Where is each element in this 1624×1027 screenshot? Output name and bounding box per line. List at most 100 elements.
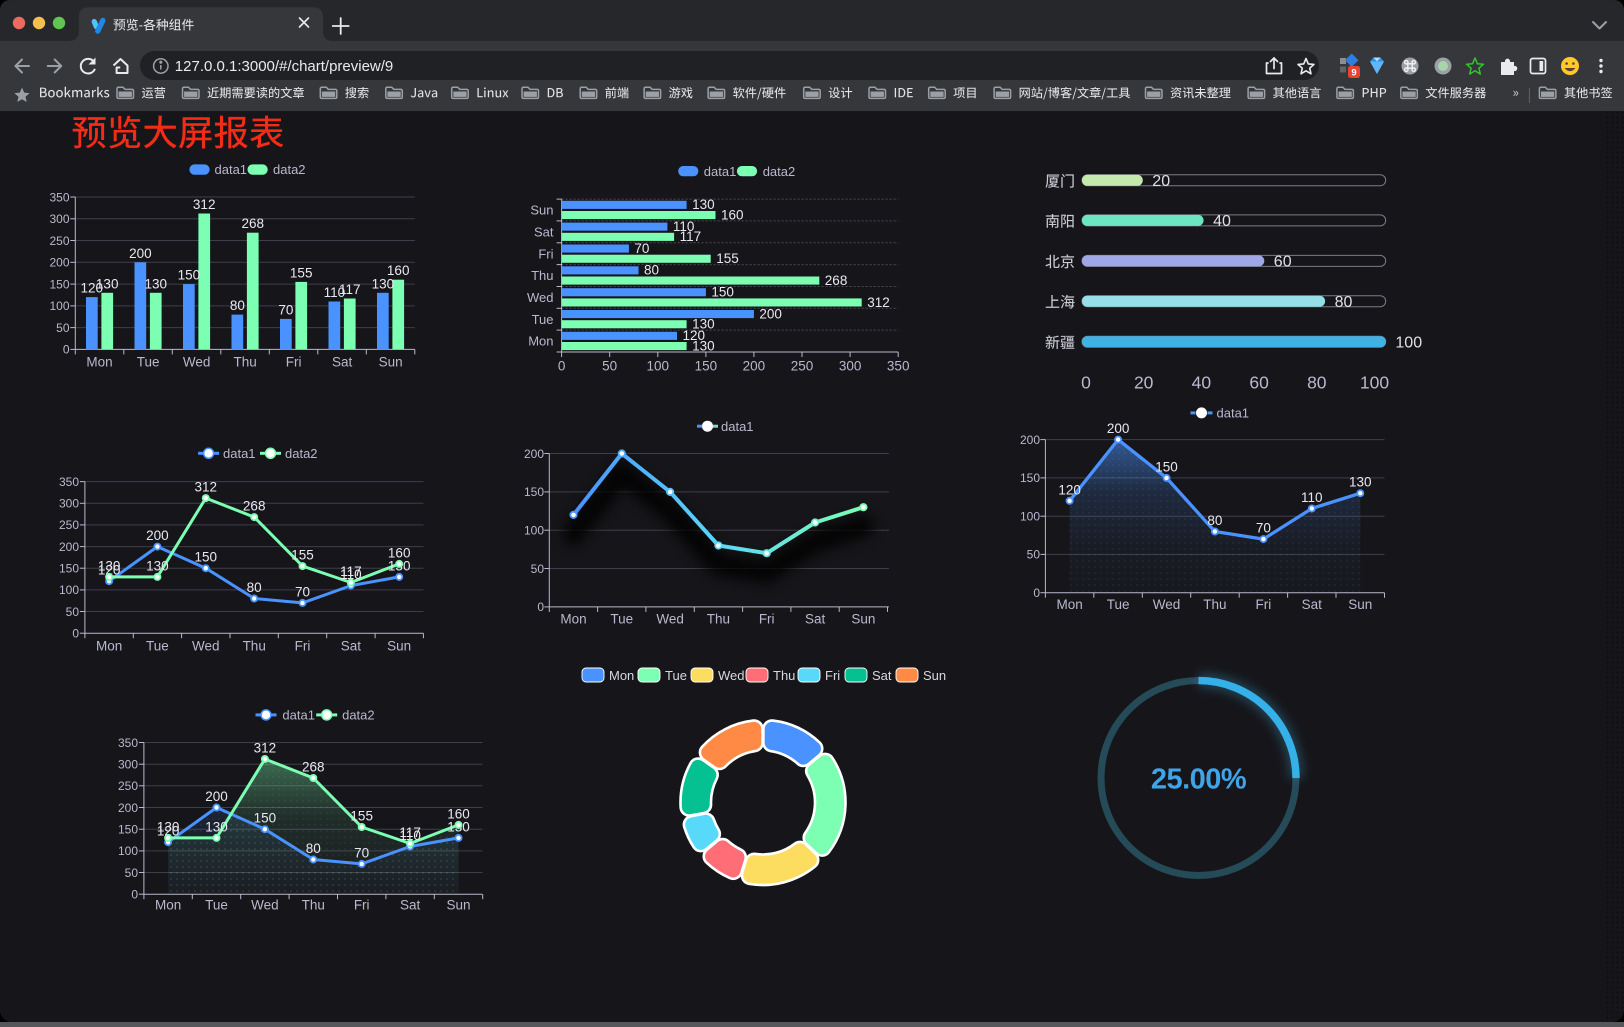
svg-text:350: 350 xyxy=(59,475,79,489)
svg-text:Mon: Mon xyxy=(560,611,586,626)
svg-text:Sun: Sun xyxy=(530,203,553,218)
svg-text:Mon: Mon xyxy=(155,898,181,913)
svg-text:Sun: Sun xyxy=(851,611,875,626)
svg-text:Sat: Sat xyxy=(805,611,826,626)
svg-text:70: 70 xyxy=(354,845,369,860)
svg-text:Wed: Wed xyxy=(656,611,684,626)
svg-text:Tue: Tue xyxy=(1107,597,1130,612)
svg-text:110: 110 xyxy=(324,285,346,300)
svg-text:data1: data1 xyxy=(223,446,256,461)
svg-text:0: 0 xyxy=(537,600,544,614)
svg-text:150: 150 xyxy=(195,550,218,565)
svg-text:60: 60 xyxy=(1274,254,1292,271)
svg-text:0: 0 xyxy=(63,343,70,357)
svg-text:Thu: Thu xyxy=(531,268,553,283)
svg-text:50: 50 xyxy=(602,358,617,373)
svg-text:40: 40 xyxy=(1192,373,1212,393)
svg-text:350: 350 xyxy=(49,190,69,204)
svg-text:Sun: Sun xyxy=(446,898,470,913)
svg-text:80: 80 xyxy=(306,841,321,856)
svg-text:Wed: Wed xyxy=(192,639,220,654)
svg-text:data1: data1 xyxy=(215,162,248,177)
svg-text:50: 50 xyxy=(125,866,139,880)
svg-text:100: 100 xyxy=(1020,510,1040,524)
svg-text:Sat: Sat xyxy=(341,639,362,654)
svg-text:data2: data2 xyxy=(342,708,375,723)
svg-text:300: 300 xyxy=(118,758,138,772)
svg-text:130: 130 xyxy=(157,819,180,834)
svg-text:20: 20 xyxy=(1152,173,1170,190)
svg-text:data1: data1 xyxy=(282,708,315,723)
svg-text:Wed: Wed xyxy=(251,898,279,913)
svg-text:120: 120 xyxy=(81,281,104,296)
svg-text:70: 70 xyxy=(278,302,293,317)
svg-text:data1: data1 xyxy=(1217,406,1250,421)
svg-text:268: 268 xyxy=(242,216,265,231)
svg-text:Tue: Tue xyxy=(610,611,633,626)
svg-text:150: 150 xyxy=(695,358,718,373)
svg-text:Sat: Sat xyxy=(332,354,353,369)
svg-text:130: 130 xyxy=(692,197,715,212)
svg-text:40: 40 xyxy=(1213,213,1231,230)
svg-text:data2: data2 xyxy=(285,446,318,461)
svg-text:50: 50 xyxy=(66,605,80,619)
svg-text:Mon: Mon xyxy=(96,639,122,654)
svg-text:0: 0 xyxy=(72,627,79,641)
svg-text:Fri: Fri xyxy=(1256,597,1272,612)
svg-text:Thu: Thu xyxy=(773,668,795,683)
svg-text:250: 250 xyxy=(59,518,79,532)
svg-text:200: 200 xyxy=(129,246,152,261)
svg-text:Sat: Sat xyxy=(400,898,421,913)
svg-text:Tue: Tue xyxy=(665,668,687,683)
svg-text:Wed: Wed xyxy=(718,668,745,683)
svg-text:80: 80 xyxy=(1307,373,1327,393)
svg-text:Sat: Sat xyxy=(872,668,892,683)
svg-text:120: 120 xyxy=(98,563,121,578)
svg-text:50: 50 xyxy=(56,321,70,335)
svg-text:155: 155 xyxy=(716,251,739,266)
svg-text:Tue: Tue xyxy=(137,354,160,369)
svg-text:130: 130 xyxy=(692,317,715,332)
svg-text:268: 268 xyxy=(825,273,848,288)
svg-text:9: 9 xyxy=(1351,68,1356,79)
svg-text:150: 150 xyxy=(118,823,138,837)
svg-text:300: 300 xyxy=(839,358,862,373)
svg-text:250: 250 xyxy=(49,234,69,248)
svg-text:Mon: Mon xyxy=(1056,597,1082,612)
svg-text:120: 120 xyxy=(1058,482,1081,497)
svg-text:80: 80 xyxy=(230,298,245,313)
svg-text:250: 250 xyxy=(118,779,138,793)
svg-text:130: 130 xyxy=(96,276,119,291)
svg-text:200: 200 xyxy=(118,801,138,815)
svg-text:160: 160 xyxy=(447,806,470,821)
svg-text:130: 130 xyxy=(205,819,228,834)
svg-text:Mon: Mon xyxy=(86,354,112,369)
svg-text:117: 117 xyxy=(399,825,421,840)
svg-text:200: 200 xyxy=(59,540,79,554)
svg-text:70: 70 xyxy=(295,584,310,599)
svg-text:150: 150 xyxy=(711,285,734,300)
svg-text:160: 160 xyxy=(721,207,744,222)
svg-text:200: 200 xyxy=(146,528,169,543)
svg-text:data1: data1 xyxy=(721,419,754,434)
svg-text:0: 0 xyxy=(131,888,138,902)
svg-text:data1: data1 xyxy=(704,164,737,179)
svg-text:200: 200 xyxy=(49,256,69,270)
svg-text:117: 117 xyxy=(339,282,361,297)
svg-text:120: 120 xyxy=(683,328,706,343)
svg-text:160: 160 xyxy=(387,263,410,278)
svg-text:25.00%: 25.00% xyxy=(1151,764,1247,796)
svg-text:100: 100 xyxy=(1395,335,1422,352)
svg-text:Thu: Thu xyxy=(243,639,266,654)
svg-text:150: 150 xyxy=(178,268,201,283)
svg-text:Thu: Thu xyxy=(233,354,256,369)
svg-text:20: 20 xyxy=(1134,373,1154,393)
svg-text:Fri: Fri xyxy=(759,611,775,626)
svg-text:300: 300 xyxy=(49,212,69,226)
svg-text:100: 100 xyxy=(647,358,670,373)
svg-text:155: 155 xyxy=(291,548,314,563)
svg-text:200: 200 xyxy=(1107,421,1130,436)
svg-text:150: 150 xyxy=(59,562,79,576)
svg-text:117: 117 xyxy=(340,564,362,579)
svg-text:Sat: Sat xyxy=(534,225,554,240)
